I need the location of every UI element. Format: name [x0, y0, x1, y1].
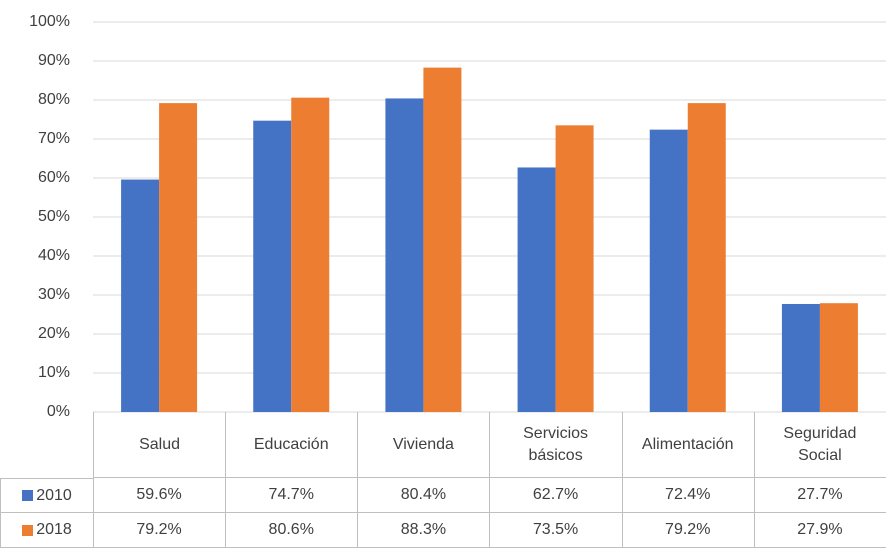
bar: [423, 67, 462, 412]
x-tick-label-text: Vivienda: [392, 435, 454, 453]
data-label: 27.9%: [753, 513, 886, 548]
data-label-text: 72.4%: [665, 486, 711, 503]
legend-swatch: [22, 490, 34, 501]
x-tick-label: Vivienda: [357, 412, 491, 478]
bar: [291, 97, 330, 412]
y-tick-label: 30%: [38, 286, 70, 303]
x-tick-label: Servicios básicos: [489, 412, 623, 478]
bar: [253, 120, 292, 413]
data-label-text: 27.9%: [797, 521, 843, 538]
bar: [121, 179, 160, 412]
x-tick-label-text: Educación: [253, 435, 329, 453]
legend-entry: 2010: [0, 478, 94, 513]
data-label-text: 27.7%: [797, 486, 843, 503]
data-label: 79.2%: [93, 513, 227, 548]
data-label: 59.6%: [93, 478, 227, 513]
y-tick-label: 20%: [38, 325, 70, 342]
y-tick-label: 40%: [38, 247, 70, 264]
data-label-text: 74.7%: [268, 486, 314, 503]
data-label: 72.4%: [621, 478, 755, 513]
data-label-text: 80.4%: [400, 486, 447, 503]
y-tick-label: 80%: [38, 91, 70, 108]
data-label-text: 62.7%: [532, 486, 579, 503]
bar: [385, 98, 424, 412]
bar: [555, 125, 594, 412]
x-tick-label: Educación: [225, 412, 359, 478]
y-tick-label: 60%: [38, 169, 70, 186]
plot: 0% 10% 20% 30% 40% 50% 60% 70% 80% 90% 100%: [29, 13, 886, 416]
data-label-text: 59.6%: [136, 486, 182, 503]
x-tick-label-text: Salud: [139, 435, 181, 453]
y-tick-label: 100%: [29, 13, 70, 30]
data-label: 80.6%: [225, 513, 359, 548]
x-tick-label-text: Alimentación: [641, 435, 734, 453]
data-label: 27.7%: [753, 478, 886, 513]
y-tick-label: 50%: [38, 208, 70, 225]
y-tick-label: 90%: [38, 52, 70, 69]
legend-label: 2010: [36, 486, 72, 504]
data-label-text: 80.6%: [268, 521, 314, 538]
data-label: 80.4%: [357, 478, 491, 513]
data-label-text: 88.3%: [400, 521, 447, 538]
data-label: 62.7%: [489, 478, 623, 513]
x-tick-label: Seguridad Social: [753, 412, 886, 478]
legend-swatch: [22, 524, 34, 536]
bar: [781, 303, 820, 412]
x-tick-label-text: Seguridad Social: [783, 424, 857, 464]
bar: [649, 129, 688, 412]
data-label: 88.3%: [357, 513, 491, 548]
bar: [517, 167, 556, 412]
y-tick-label: 70%: [38, 130, 70, 147]
bar: [159, 103, 198, 413]
legend-entry: 2018: [0, 513, 94, 548]
bar: [819, 303, 858, 412]
data-label: 74.7%: [225, 478, 359, 513]
data-label-text: 73.5%: [532, 521, 579, 538]
x-tick-label: Alimentación: [621, 412, 755, 478]
y-tick-label: 0%: [47, 403, 70, 416]
legend-label: 2018: [36, 521, 72, 538]
data-label-text: 79.2%: [665, 521, 711, 538]
data-label-text: 79.2%: [136, 521, 182, 538]
data-label: 79.2%: [621, 513, 755, 548]
bar: [687, 103, 726, 413]
x-tick-label: Salud: [93, 412, 227, 478]
x-tick-label-text: Servicios básicos: [523, 424, 589, 464]
y-tick-label: 10%: [38, 364, 70, 381]
data-label: 73.5%: [489, 513, 623, 548]
